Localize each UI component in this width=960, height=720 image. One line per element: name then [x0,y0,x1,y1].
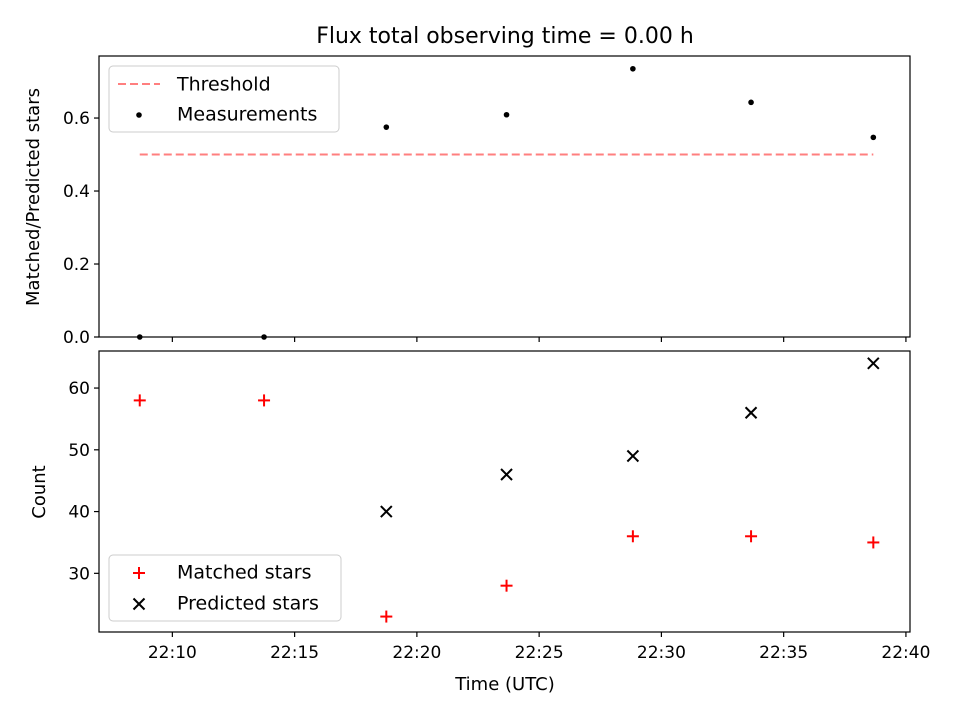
bottom-legend-box [108,554,342,622]
bottom-y-axis: 30 40 50 60 [68,379,99,584]
x-tick-label-0: 22:10 [148,643,197,663]
matched-star-point-5 [745,530,758,543]
x-tick-label-3: 22:25 [515,643,564,663]
predicted-star-point-4-b [867,357,880,370]
top-y-tick-label-3: 0.6 [63,109,90,129]
predicted-star-point-3 [744,406,758,419]
legend-x-marker [132,597,146,611]
matched-star-point-0 [133,394,146,407]
predicted-star-point-4 [867,357,880,370]
matched-star-point-3 [500,579,513,592]
top-y-axis-label: Matched/Predicted stars [23,88,44,306]
x-tick-label-4: 22:30 [637,643,686,663]
predicted-star-point-2 [626,449,640,463]
top-y-axis: 0.0 0.2 0.4 0.6 [63,109,99,348]
x-tick-label-1: 22:15 [270,643,319,663]
chart-title: Flux total observing time = 0.00 h [316,24,694,49]
top-panel: 0.0 0.2 0.4 0.6 Matched/Predicted stars Thr… [23,55,911,348]
measurement-point-3 [503,111,510,118]
legend-plus-marker [133,567,145,579]
x-tick-label-6: 22:40 [881,643,930,663]
bottom-y-tick-label-3: 60 [68,379,90,399]
top-axes-frame [98,55,911,338]
predicted-star-point-3-b [744,406,758,419]
top-legend: Threshold Measurements [108,65,340,133]
legend-matched-stars-swatch [133,567,145,579]
top-x-axis [171,337,907,342]
top-y-tick-label-1: 0.2 [63,255,90,275]
bottom-legend: Matched stars Predicted stars [108,554,342,622]
measurement-point-2 [383,124,390,130]
legend-x-marker-b [132,597,146,611]
bottom-y-tick-label-2: 50 [68,441,90,461]
predicted-star-point-1-b [500,468,513,481]
legend-matched-stars-label: Matched stars [177,562,311,584]
bottom-y-tick-label-1: 40 [68,503,90,523]
matched-star-point-2 [380,610,393,623]
legend-predicted-stars-swatch [132,597,146,611]
top-legend-box [108,65,340,133]
legend-measurements-label: Measurements [177,104,317,126]
matched-star-point-6 [867,536,880,549]
top-y-tick-label-2: 0.4 [63,182,90,202]
measurement-point-6 [870,134,877,141]
predicted-star-point-1 [500,468,513,481]
measurement-point-4 [630,65,636,72]
legend-predicted-stars-label: Predicted stars [177,593,319,615]
bottom-y-tick-label-0: 30 [68,564,90,584]
top-y-tick-label-0: 0.0 [63,328,90,348]
legend-threshold-label: Threshold [176,74,271,96]
measurement-point-5 [748,99,754,106]
bottom-axes-frame [98,350,911,633]
bottom-x-axis: 22:10 22:15 22:20 22:25 22:30 22:35 22:40 [148,632,930,663]
bottom-plot-marks [133,357,880,623]
matched-star-point-4 [626,530,639,543]
x-tick-label-2: 22:20 [392,643,441,663]
bottom-y-axis-label: Count [29,465,50,518]
matched-star-point-1 [258,394,271,407]
predicted-star-point-0 [380,505,393,518]
predicted-star-point-2-b [626,449,640,463]
x-axis-label: Time (UTC) [454,674,555,695]
legend-measurements-swatch [136,112,142,118]
predicted-star-point-0-b [380,505,393,518]
x-tick-label-5: 22:35 [759,643,808,663]
